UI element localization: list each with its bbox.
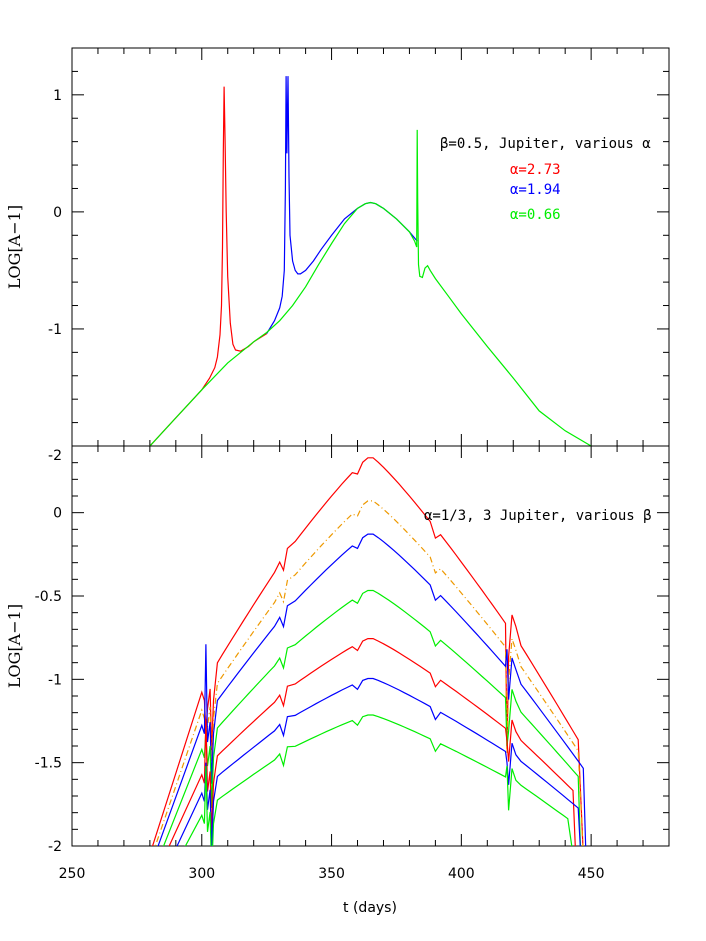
y-tick-label: -1 <box>48 322 62 338</box>
x-axis-label: t (days) <box>343 900 397 916</box>
top-ytick-labels: -1 0 1 <box>48 88 62 338</box>
bottom-series-line <box>176 677 581 846</box>
top-series-line <box>149 129 592 446</box>
bottom-series-line <box>184 714 573 846</box>
bottom-series-line <box>151 457 584 846</box>
top-series <box>149 76 592 446</box>
top-series-line <box>266 76 418 334</box>
bottom-series-line <box>168 638 576 846</box>
top-ylabel: LOG[A−1] <box>5 205 24 289</box>
y-tick-label: 1 <box>53 88 62 104</box>
x-tick-label: 400 <box>448 866 475 882</box>
bottom-ticks <box>71 445 670 847</box>
bottom-panel: -2 -1.5 -1 -0.5 0 250 300 350 400 450 -2 LOG[A−1… <box>5 445 670 916</box>
bottom-annotation-title: α=1/3, 3 Jupiter, various β <box>424 508 652 524</box>
bottom-series-line <box>157 533 587 846</box>
x-tick-label: 250 <box>59 866 86 882</box>
top-annotation-entry: α=0.66 <box>510 207 561 223</box>
top-plot-frame <box>71 47 670 447</box>
bottom-series-line <box>162 589 582 846</box>
top-panel: -101 LOG[A−1] β=0.5, Jupiter, various α … <box>5 47 670 447</box>
y-tick-label: -1 <box>48 672 62 688</box>
x-tick-label: 350 <box>318 866 345 882</box>
bottom-series-line <box>154 500 584 846</box>
bottom-series <box>151 457 587 846</box>
top-series-line <box>149 86 268 446</box>
y-tick-label: 0 <box>53 506 62 522</box>
y-tick-label: -0.5 <box>35 589 62 605</box>
bottom-top-label: -2 <box>48 448 62 464</box>
bottom-ytick-labels: -2 -1.5 -1 -0.5 0 <box>35 506 62 855</box>
bottom-ylabel: LOG[A−1] <box>5 604 24 688</box>
x-tick-label: 300 <box>188 866 215 882</box>
bottom-plot-frame <box>71 445 670 847</box>
top-annotation-entry: α=1.94 <box>510 182 561 198</box>
x-tick-label: 450 <box>578 866 605 882</box>
y-tick-label: -2 <box>48 839 62 855</box>
top-annotation-title: β=0.5, Jupiter, various α <box>440 136 651 152</box>
y-tick-label: -1.5 <box>35 756 62 772</box>
top-ticks <box>71 47 670 447</box>
top-annotation-entry: α=2.73 <box>510 162 561 178</box>
bottom-xtick-labels: 250 300 350 400 450 <box>59 866 605 882</box>
y-tick-label: 0 <box>53 205 62 221</box>
